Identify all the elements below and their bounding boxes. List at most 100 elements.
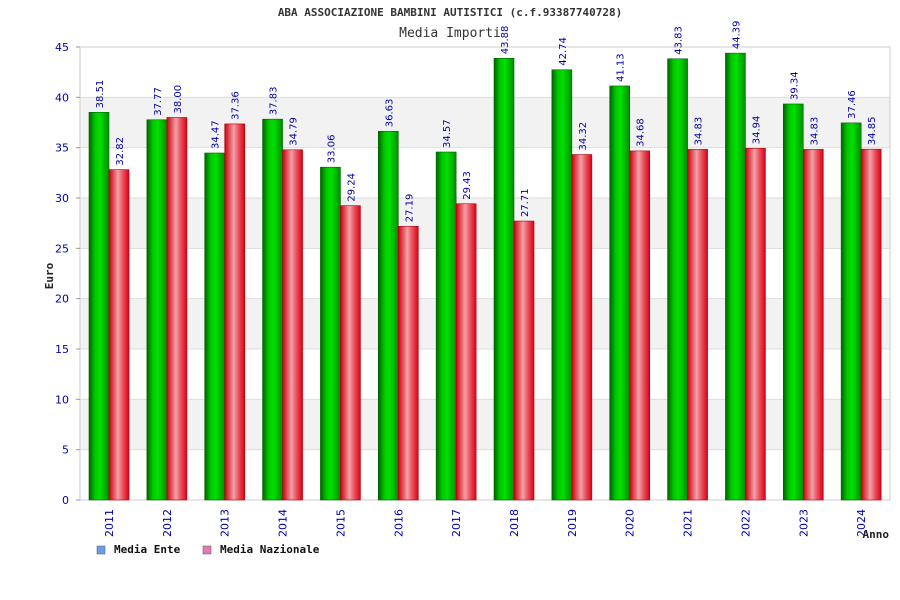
bar-media-ente (667, 58, 688, 501)
legend-label-media-ente: Media Ente (114, 543, 181, 556)
plot-bands (80, 97, 890, 450)
bar-media-ente (493, 57, 515, 501)
bar-media-ente (725, 52, 746, 501)
grid-band (80, 97, 890, 148)
y-tick-label: 5 (62, 444, 69, 457)
value-labels: 38.51 32.82 37.77 38.00 34.47 37.36 37.83 34.79… (95, 21, 878, 223)
value-label: 34.32 (578, 122, 589, 151)
bar-media-nazionale (397, 225, 419, 501)
y-tick-label: 45 (55, 41, 69, 54)
value-label: 34.57 (442, 119, 453, 148)
x-tick-label: 2014 (277, 509, 290, 537)
x-tick-label: 2011 (103, 509, 116, 537)
bar-media-nazionale (166, 117, 188, 501)
chart-title: ABA ASSOCIAZIONE BAMBINI AUTISTICI (c.f.… (278, 6, 622, 19)
grid-band (80, 399, 890, 450)
legend: Media Ente Media Nazionale (96, 543, 320, 556)
x-tick-label: 2021 (682, 509, 695, 537)
legend-swatch-media-ente (96, 545, 106, 555)
bar-media-ente (551, 69, 573, 501)
legend-swatch-media-nazionale (202, 545, 212, 555)
grid-band (80, 198, 890, 249)
x-tick-label: 2019 (566, 509, 579, 537)
x-axis: 2011 2012 2013 2014 2015 2016 2017 2018 2019 2020… (103, 509, 868, 537)
value-label: 34.83 (694, 117, 705, 146)
x-tick-label: 2023 (797, 509, 810, 537)
y-tick-label: 0 (62, 494, 69, 507)
x-tick-label: 2012 (161, 509, 174, 537)
bar-media-nazionale (802, 149, 824, 501)
value-label: 27.19 (404, 194, 415, 223)
value-label: 37.36 (231, 91, 242, 120)
bars (88, 52, 882, 501)
x-tick-label: 2020 (624, 509, 637, 537)
bar-media-nazionale (224, 123, 246, 501)
bar-media-nazionale (282, 149, 303, 501)
bar-media-nazionale (513, 220, 535, 501)
y-tick-label: 10 (55, 393, 69, 406)
bar-media-ente (204, 152, 226, 501)
y-tick-label: 35 (55, 142, 69, 155)
value-label: 29.43 (462, 171, 473, 200)
bar-media-nazionale (860, 148, 882, 501)
value-label: 37.83 (269, 87, 280, 116)
value-label: 42.74 (558, 37, 569, 66)
x-tick-label: 2024 (855, 509, 868, 537)
value-label: 34.94 (751, 116, 762, 145)
y-axis: 0 5 10 15 20 25 30 35 40 45 (55, 41, 80, 507)
value-label: 36.63 (384, 99, 395, 128)
bar-media-ente (88, 112, 110, 501)
value-label: 37.77 (153, 87, 164, 116)
bar-media-ente (320, 166, 341, 501)
value-label: 34.79 (289, 117, 300, 146)
value-label: 33.06 (326, 135, 337, 164)
y-tick-label: 20 (55, 293, 69, 306)
chart-subtitle: Media Importi (399, 26, 501, 41)
x-tick-label: 2016 (392, 509, 405, 537)
value-label: 41.13 (616, 53, 627, 82)
bar-media-nazionale (340, 205, 361, 501)
bar-media-nazionale (455, 203, 477, 501)
bar-media-nazionale (571, 154, 593, 501)
value-label: 34.85 (867, 117, 878, 146)
y-tick-label: 15 (55, 343, 69, 356)
bar-media-ente (262, 118, 283, 501)
value-label: 34.47 (211, 120, 222, 149)
plot-frame (79, 46, 891, 501)
x-tick-label: 2022 (739, 509, 752, 537)
value-label: 44.39 (731, 21, 742, 50)
bar-media-nazionale (745, 147, 766, 501)
value-label: 27.71 (520, 188, 531, 217)
value-label: 43.88 (500, 26, 511, 55)
bar-media-nazionale (687, 149, 708, 501)
value-label: 34.83 (809, 117, 820, 146)
bar-media-ente (377, 130, 399, 501)
grid-band (80, 298, 890, 349)
y-tick-label: 40 (55, 91, 69, 104)
bar-media-nazionale (108, 169, 130, 501)
bar-media-ente (146, 119, 168, 501)
y-axis-label: Euro (43, 262, 56, 289)
bar-media-ente (609, 85, 631, 501)
value-label: 37.46 (847, 90, 858, 119)
x-tick-label: 2013 (219, 509, 232, 537)
x-tick-label: 2017 (450, 509, 463, 537)
bar-media-ente (435, 151, 457, 501)
x-axis-label: Anno (863, 528, 890, 541)
value-label: 43.83 (674, 26, 685, 55)
bar-media-nazionale (629, 150, 651, 501)
legend-label-media-nazionale: Media Nazionale (220, 543, 320, 556)
value-label: 39.34 (789, 71, 800, 100)
value-label: 32.82 (115, 137, 126, 166)
y-tick-label: 30 (55, 192, 69, 205)
x-tick-label: 2018 (508, 509, 521, 537)
y-tick-label: 25 (55, 242, 69, 255)
value-label: 38.51 (95, 80, 106, 109)
value-label: 29.24 (346, 173, 357, 202)
bar-media-ente (782, 103, 804, 501)
x-tick-label: 2015 (334, 509, 347, 537)
value-label: 38.00 (173, 85, 184, 114)
value-label: 34.68 (636, 118, 647, 147)
bar-media-ente (840, 122, 862, 501)
